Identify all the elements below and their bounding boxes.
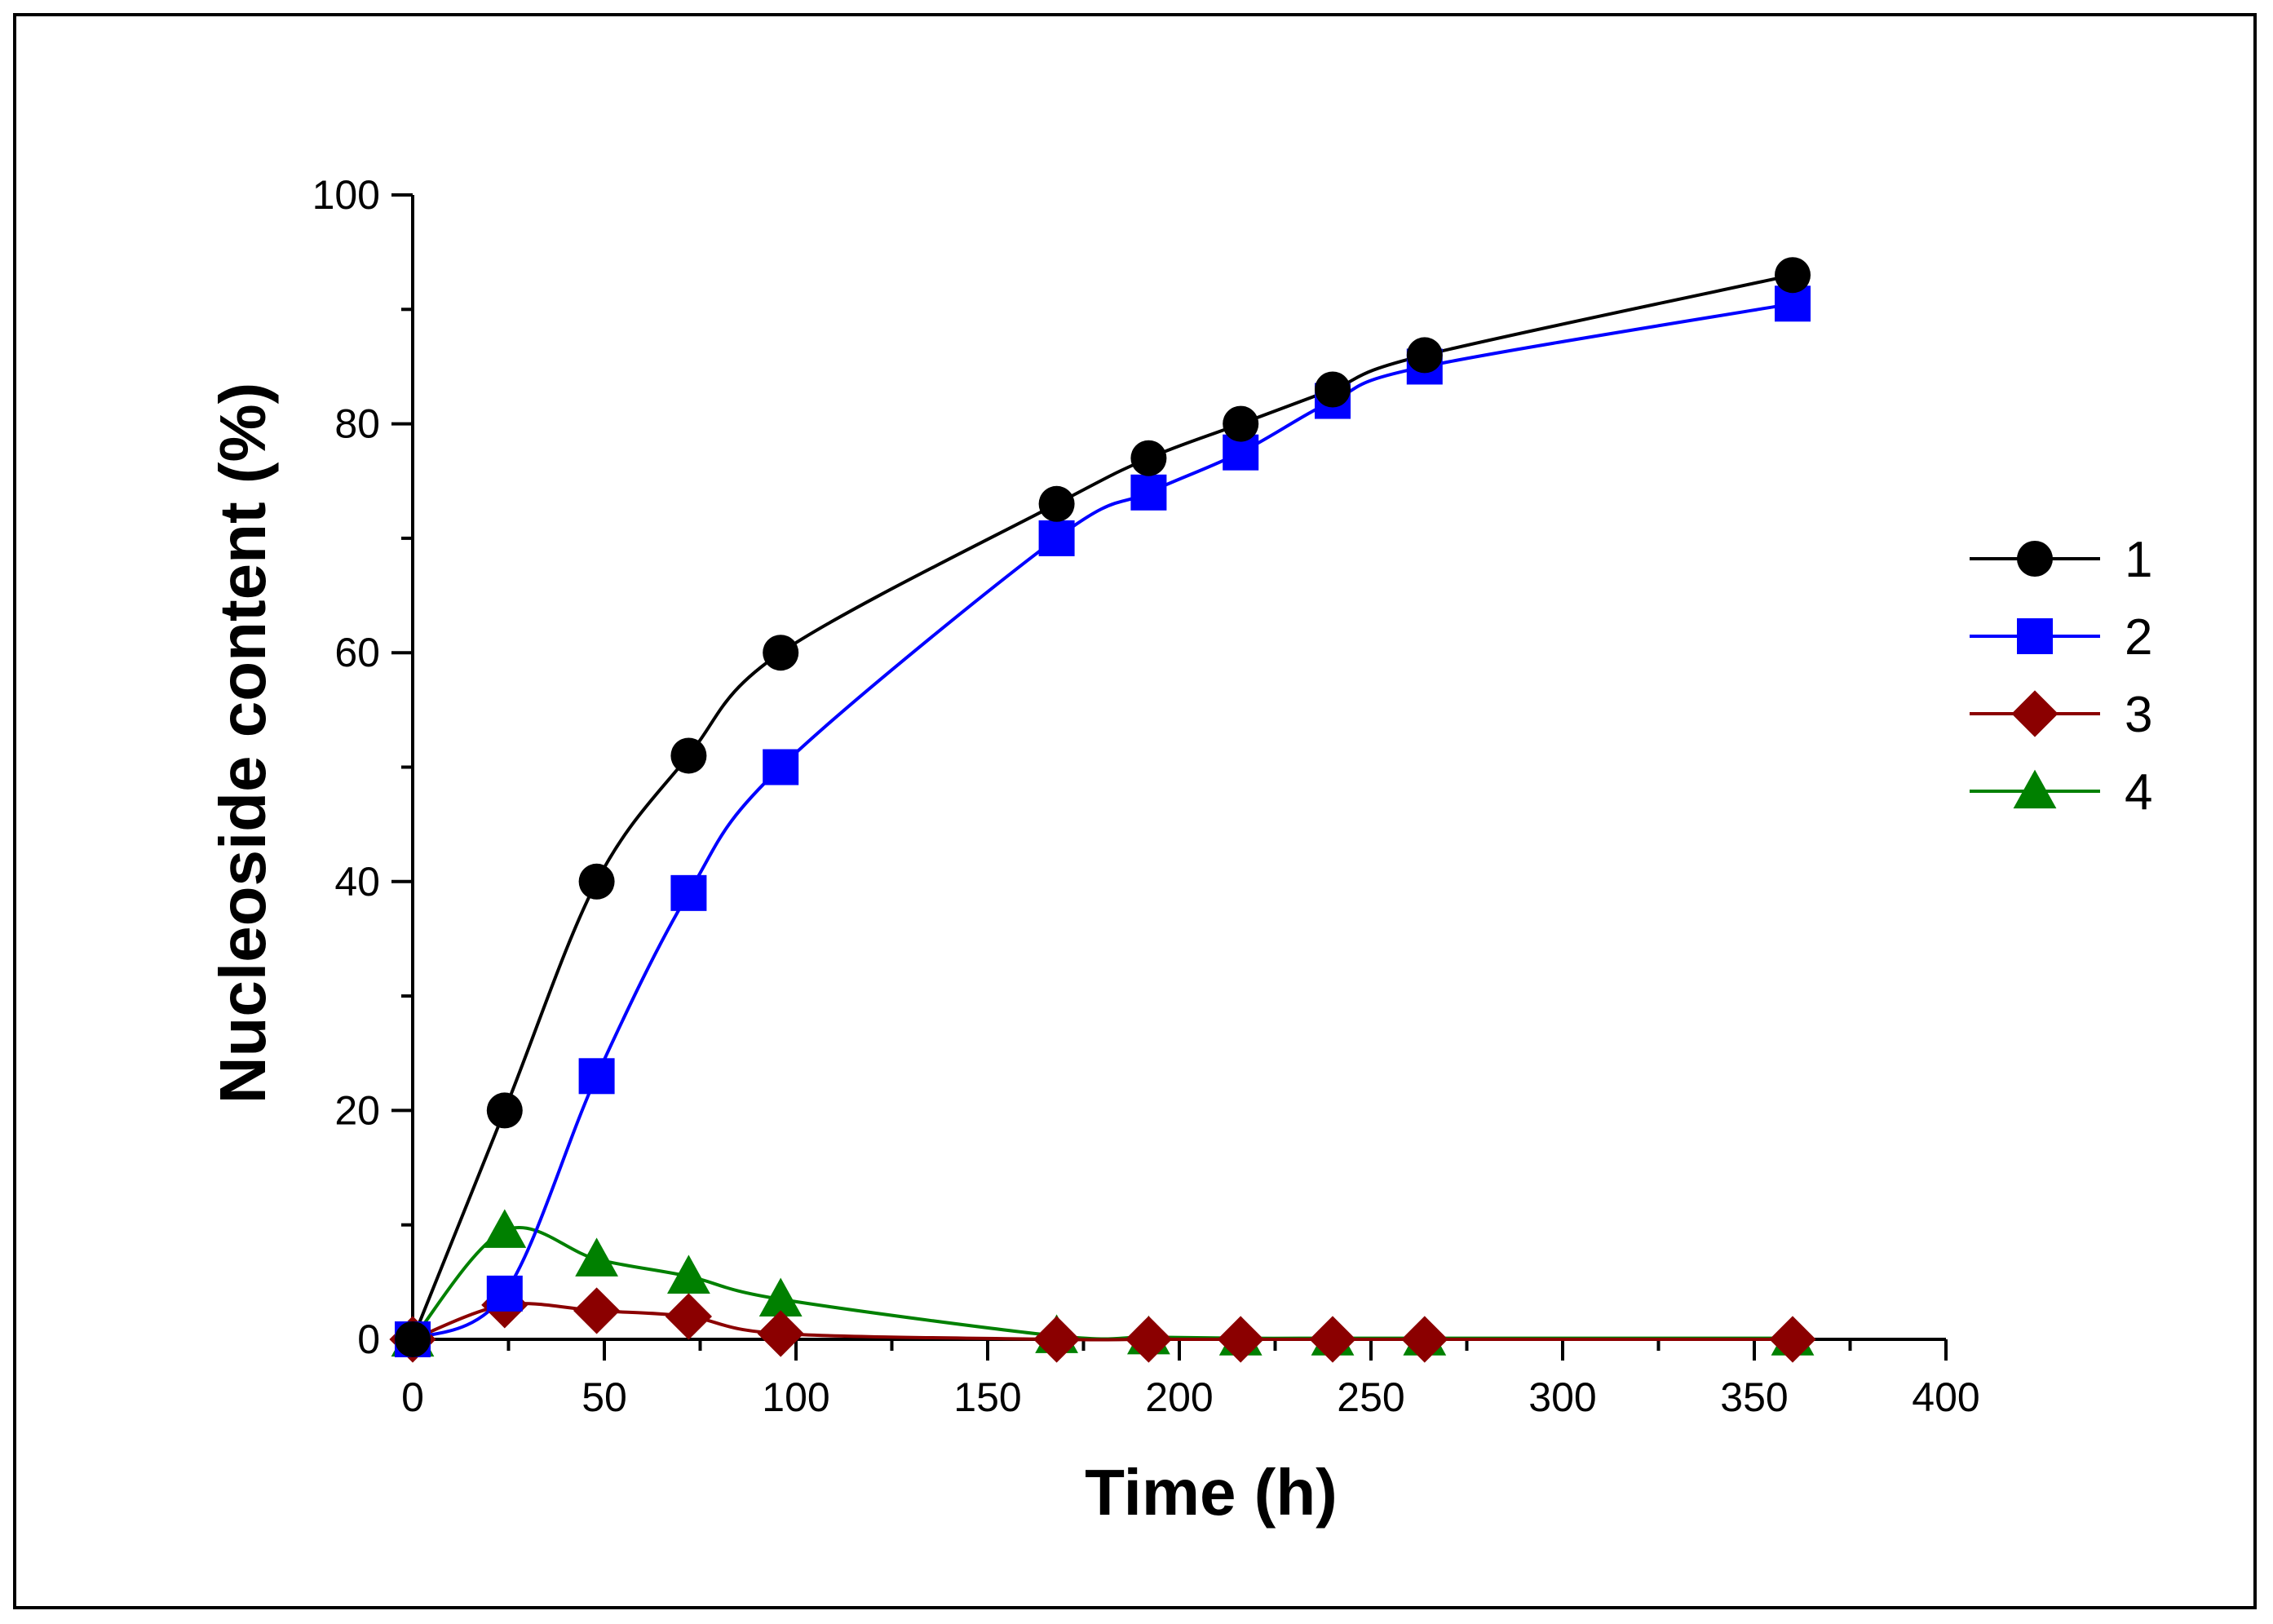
legend: 1 2 3 4 (1970, 532, 2152, 821)
x-tick-label: 350 (1720, 1374, 1788, 1420)
series-3-point (1769, 1316, 1816, 1363)
series-2-point (670, 874, 707, 911)
series-2-point (1038, 520, 1075, 556)
series-1-point (1130, 440, 1167, 476)
y-tick-label: 100 (312, 172, 380, 218)
y-tick-label: 40 (334, 859, 380, 905)
legend-marker-3 (2011, 690, 2059, 737)
series-1-point (670, 737, 707, 774)
series-4-point (575, 1237, 618, 1277)
legend-marker-4 (2013, 769, 2057, 809)
series-4-point (758, 1277, 803, 1317)
series-1-point (486, 1092, 523, 1129)
y-tick-label: 20 (334, 1087, 380, 1133)
legend-label-3: 3 (2125, 687, 2152, 743)
series-2-line (412, 302, 1793, 1341)
y-tick-label: 80 (334, 401, 380, 447)
x-tick-label: 400 (1912, 1374, 1979, 1420)
series-2-point (1130, 474, 1167, 511)
y-tick-label: 60 (334, 630, 380, 675)
series-4-point (667, 1255, 710, 1294)
line-chart: 0 50 100 150 200 250 300 350 400 0 20 40 60 80 100 1 2 3… (206, 172, 2152, 1529)
series-3-point (665, 1293, 712, 1340)
legend-label-2: 2 (2125, 609, 2152, 666)
series-1-point (1315, 371, 1351, 408)
series-3-point (757, 1310, 804, 1357)
series-1-point (1223, 405, 1259, 442)
series-2-point (763, 749, 799, 785)
series-1-point (1775, 257, 1811, 294)
legend-marker-2 (2017, 618, 2053, 654)
series-3-point (1401, 1316, 1448, 1363)
series-1-point (1406, 337, 1443, 374)
axes: 0 50 100 150 200 250 300 350 400 0 20 40 60 80 100 (312, 172, 1980, 1420)
series-1-point (578, 863, 615, 900)
series-curves (411, 273, 1793, 1342)
x-tick-label: 100 (762, 1374, 829, 1420)
legend-marker-1 (2017, 541, 2053, 577)
figure-frame: 0 50 100 150 200 250 300 350 400 0 20 40 60 80 100 1 2 3… (13, 13, 2257, 1609)
y-axis-title: Nucleoside content (%) (206, 383, 279, 1104)
series-3-point (573, 1287, 621, 1334)
series-1-point (1038, 485, 1075, 522)
x-tick-label: 150 (953, 1374, 1021, 1420)
series-4-line (411, 1225, 1793, 1341)
series-3-point (1125, 1316, 1172, 1363)
y-tick-label: 0 (357, 1316, 380, 1362)
x-tick-label: 50 (582, 1374, 627, 1420)
series-2-point (578, 1058, 615, 1095)
series-3-line (412, 1302, 1793, 1342)
series-1-line (411, 273, 1793, 1340)
legend-label-1: 1 (2125, 532, 2152, 588)
series-3-point (1033, 1316, 1081, 1363)
x-tick-label: 0 (401, 1374, 424, 1420)
series-3-point (1309, 1316, 1356, 1363)
legend-label-4: 4 (2125, 764, 2152, 821)
x-tick-label: 200 (1145, 1374, 1213, 1420)
x-tick-label: 300 (1528, 1374, 1596, 1420)
x-tick-label: 250 (1337, 1374, 1404, 1420)
series-1-point (763, 635, 799, 671)
series-4-point (483, 1209, 527, 1248)
series-1-point (395, 1321, 431, 1357)
series-2-point (486, 1275, 523, 1312)
x-axis-title: Time (h) (1085, 1456, 1338, 1529)
series-3-point (1217, 1316, 1264, 1363)
series-markers (389, 257, 1816, 1363)
